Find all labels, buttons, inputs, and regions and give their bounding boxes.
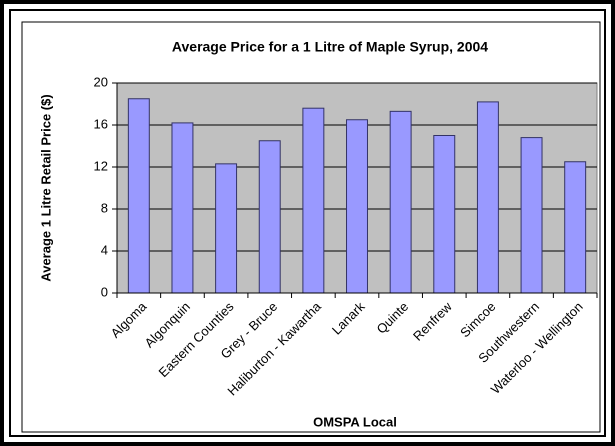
inner-border: [9, 9, 606, 437]
bar: [171, 122, 194, 294]
y-tick-label: 8: [101, 200, 108, 215]
x-axis-label: OMSPA Local: [313, 414, 397, 429]
bar: [389, 110, 412, 294]
bar: [346, 119, 368, 294]
y-axis-label: Average 1 Litre Retail Price ($): [38, 94, 53, 281]
y-tick-label: 4: [101, 242, 108, 257]
y-tick-label: 12: [94, 158, 108, 173]
y-tick-label: 16: [94, 116, 108, 131]
chart-title: Average Price for a 1 Litre of Maple Syr…: [172, 39, 488, 55]
bar: [258, 140, 281, 294]
bar: [302, 107, 325, 294]
bar: [564, 161, 587, 294]
y-tick-label: 0: [101, 284, 108, 299]
bar: [433, 135, 456, 294]
bar: [215, 163, 238, 294]
bar: [476, 101, 499, 294]
y-tick-label: 20: [94, 74, 108, 89]
bar: [127, 98, 150, 294]
bar: [520, 137, 543, 294]
